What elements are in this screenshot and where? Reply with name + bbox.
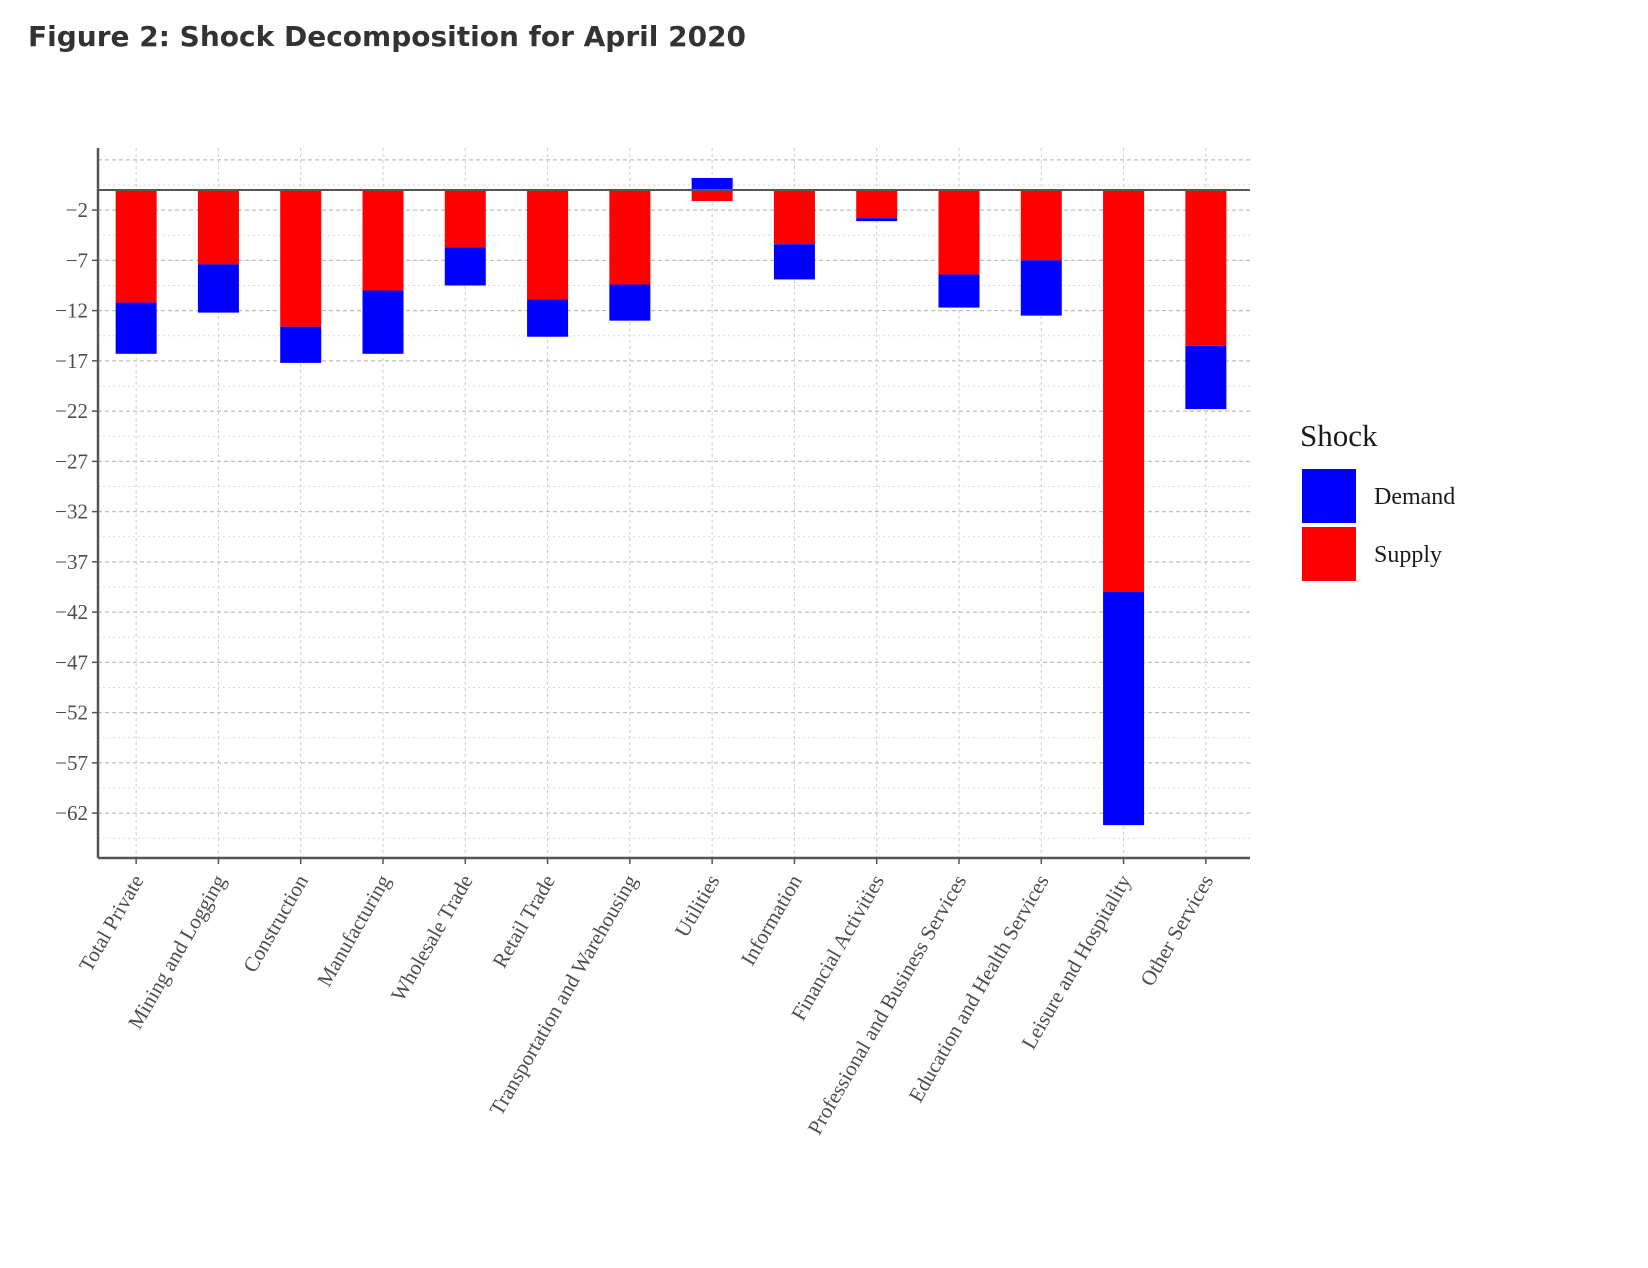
bar-supply-10 xyxy=(856,190,898,219)
grid-layer xyxy=(98,148,1250,858)
bar-supply-9 xyxy=(773,190,815,245)
bars-layer xyxy=(115,177,1227,826)
bar-demand-3 xyxy=(280,326,322,363)
bar-supply-7 xyxy=(609,190,651,285)
bar-supply-3 xyxy=(280,190,322,327)
bar-demand-9 xyxy=(773,244,815,280)
bar-supply-5 xyxy=(444,190,486,248)
y-tick-label: −7 xyxy=(66,248,88,272)
y-tick-label: −57 xyxy=(55,751,88,775)
x-category-label: Transportation and Warehousing xyxy=(485,870,643,1119)
bar-demand-2 xyxy=(197,264,239,313)
y-tick-label: −47 xyxy=(55,650,88,674)
bar-supply-14 xyxy=(1185,190,1227,346)
figure-title: Figure 2: Shock Decomposition for April … xyxy=(28,20,747,53)
bar-supply-6 xyxy=(527,190,569,300)
y-tick-labels: −2 −7 −12 −17 −22 −27 −32 −37 −42 −47 −52 −57 −62 xyxy=(55,198,88,825)
bar-demand-13 xyxy=(1103,592,1145,826)
x-category-label: Other Services xyxy=(1135,871,1218,991)
x-category-label: Professional and Business Services xyxy=(803,871,972,1139)
bar-demand-1 xyxy=(115,302,157,354)
y-tick-label: −27 xyxy=(55,449,88,473)
y-tick-label: −62 xyxy=(55,801,88,825)
x-category-label: Total Private xyxy=(74,871,149,976)
legend: Shock Demand Supply xyxy=(1300,418,1455,581)
y-tick-label: −17 xyxy=(55,349,88,373)
bar-demand-7 xyxy=(609,284,651,321)
x-category-label: Retail Trade xyxy=(487,871,559,972)
legend-swatch-demand xyxy=(1302,469,1356,523)
x-category-label: Utilities xyxy=(670,871,725,942)
legend-label-demand: Demand xyxy=(1374,484,1455,510)
bar-demand-10 xyxy=(856,218,898,222)
y-tick-label: −32 xyxy=(55,500,88,524)
x-category-label: Education and Health Services xyxy=(904,871,1054,1107)
y-tick-label: −42 xyxy=(55,600,88,624)
legend-label-supply: Supply xyxy=(1374,542,1442,568)
y-tick-label: −2 xyxy=(66,198,88,222)
axes-layer xyxy=(92,148,1250,864)
bar-supply-2 xyxy=(197,190,239,265)
x-category-label: Construction xyxy=(238,870,313,976)
x-category-label: Wholesale Trade xyxy=(386,871,478,1006)
y-tick-label: −12 xyxy=(55,299,88,323)
bar-demand-12 xyxy=(1020,260,1062,316)
bar-supply-1 xyxy=(115,190,157,303)
y-tick-label: −22 xyxy=(55,399,88,423)
bar-supply-13 xyxy=(1103,190,1145,592)
bar-demand-4 xyxy=(362,290,404,354)
bar-demand-8 xyxy=(691,177,733,190)
legend-swatch-supply xyxy=(1302,527,1356,581)
bar-demand-5 xyxy=(444,247,486,286)
bar-supply-12 xyxy=(1020,190,1062,261)
bar-demand-14 xyxy=(1185,345,1227,410)
x-category-label: Financial Activities xyxy=(786,871,889,1025)
bar-demand-6 xyxy=(527,299,569,337)
x-category-label: Manufacturing xyxy=(312,870,395,991)
bar-supply-11 xyxy=(938,190,980,275)
x-category-label: Information xyxy=(736,870,807,969)
bar-demand-11 xyxy=(938,274,980,308)
legend-title: Shock xyxy=(1300,418,1378,453)
y-tick-label: −52 xyxy=(55,701,88,725)
bar-supply-4 xyxy=(362,190,404,291)
y-tick-label: −37 xyxy=(55,550,88,574)
bar-supply-8 xyxy=(691,190,733,202)
